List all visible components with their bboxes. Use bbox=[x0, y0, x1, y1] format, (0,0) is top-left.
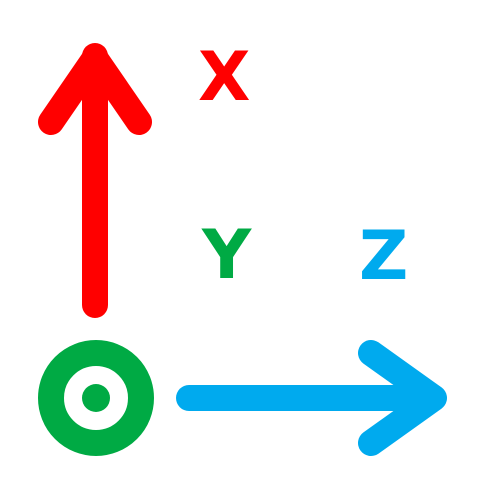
y-axis-label: Y bbox=[202, 216, 252, 295]
x-axis-arrowhead bbox=[38, 45, 152, 135]
x-axis-label: X bbox=[198, 38, 251, 117]
dot-in-circle-icon bbox=[38, 340, 154, 456]
y-axis-ring bbox=[38, 340, 154, 456]
arrow-up-icon bbox=[38, 43, 152, 318]
arrow-right-icon bbox=[176, 340, 447, 456]
z-axis-label: Z bbox=[359, 217, 409, 296]
z-axis-arrowhead bbox=[358, 340, 447, 456]
y-axis-dot bbox=[82, 384, 110, 412]
